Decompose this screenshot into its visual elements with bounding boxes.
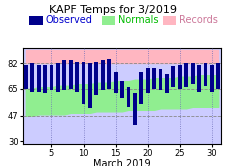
Bar [177,65,181,89]
Bar [107,59,111,89]
Bar [183,63,187,87]
Bar [158,69,162,90]
Bar [215,63,219,89]
Bar [145,68,149,93]
Bar [151,68,155,89]
Bar [126,87,130,107]
Text: Observed: Observed [45,15,92,25]
Bar [24,65,28,89]
Bar [43,65,47,93]
Bar [196,65,200,92]
X-axis label: March 2019: March 2019 [93,159,150,166]
Bar [190,63,194,84]
Bar [75,62,79,92]
Bar [49,65,53,90]
Bar [36,65,40,92]
Bar [119,81,124,98]
Bar [56,63,60,92]
Text: Normals: Normals [117,15,157,25]
Text: Records: Records [178,15,216,25]
Bar [209,65,213,92]
Bar [171,66,175,87]
Bar [88,63,92,108]
Bar [81,62,85,104]
Bar [68,60,72,89]
Bar [30,63,34,92]
Bar [100,60,104,90]
Bar [113,72,117,93]
Text: KAPF Temps for 3/2019: KAPF Temps for 3/2019 [49,5,176,15]
Bar [132,93,136,125]
Bar [164,74,168,93]
Bar [203,63,207,86]
Bar [94,62,98,95]
Bar [62,60,66,90]
Bar [139,72,143,104]
